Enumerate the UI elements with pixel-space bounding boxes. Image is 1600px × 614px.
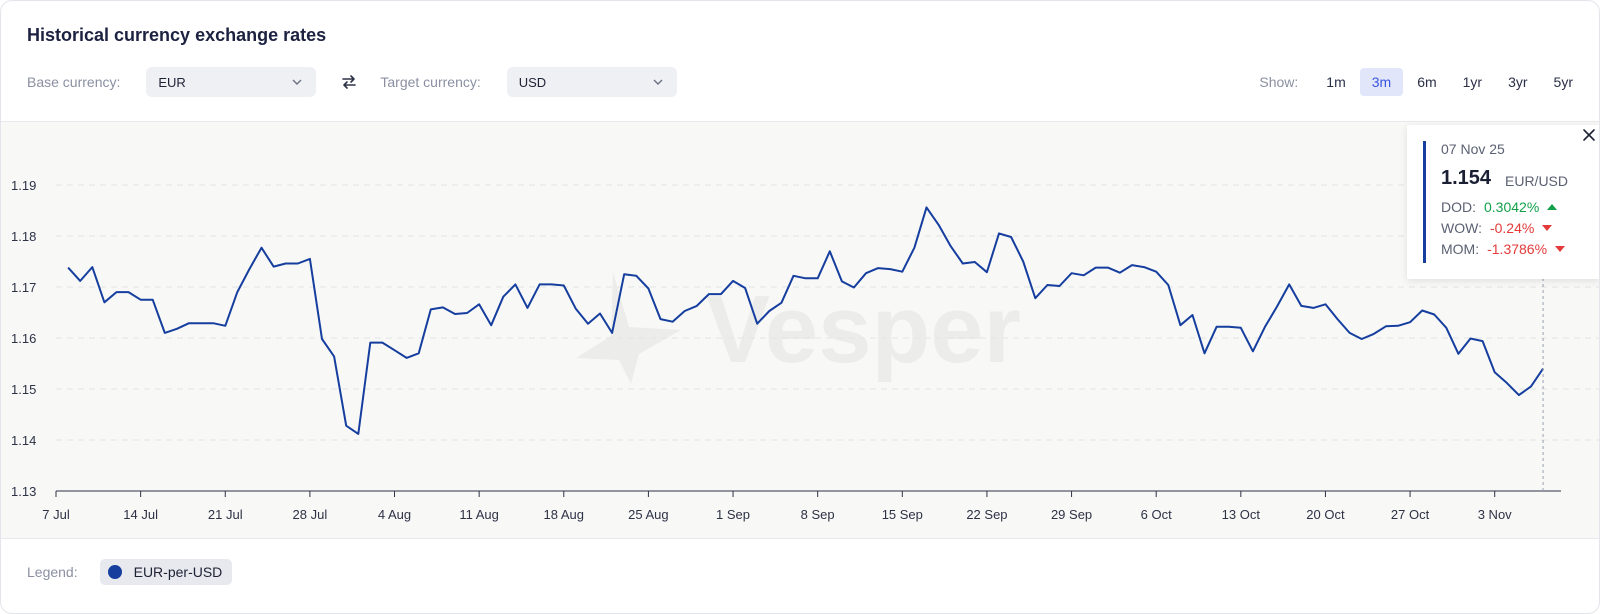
dod-label: DOD: — [1441, 199, 1476, 215]
x-tick-label: 21 Jul — [208, 507, 243, 522]
mom-label: MOM: — [1441, 241, 1480, 257]
x-tick-label: 11 Aug — [459, 507, 499, 522]
x-tick-label: 4 Aug — [378, 507, 411, 522]
time-range-selector: Show: 1m 3m 6m 1yr 3yr 5yr — [1259, 67, 1585, 97]
mom-value: -1.3786% — [1487, 241, 1548, 257]
x-tick-label: 1 Sep — [716, 507, 750, 522]
triangle-down-icon — [1555, 246, 1566, 252]
y-tick-label: 1.14 — [11, 433, 36, 448]
swap-currencies-button[interactable] — [338, 71, 360, 93]
legend: Legend: EUR-per-USD — [27, 559, 233, 585]
currency-controls: Base currency: EUR Target currency: USD — [27, 67, 677, 97]
range-1m-button[interactable]: 1m — [1326, 74, 1346, 90]
triangle-up-icon — [1547, 204, 1558, 210]
series-layer — [67, 206, 1544, 435]
x-tick-label: 20 Oct — [1306, 507, 1345, 522]
series-line-eur-per-usd[interactable] — [67, 206, 1544, 435]
range-6m-button[interactable]: 6m — [1417, 74, 1437, 90]
x-tick-label: 14 Jul — [123, 507, 158, 522]
chart-area[interactable]: Vesper 1.13 1.14 1.15 1.16 1.17 1.18 1.19 7 Ju… — [1, 121, 1600, 540]
range-3m-button[interactable]: 3m — [1359, 68, 1404, 96]
target-currency-label: Target currency: — [380, 74, 481, 90]
wow-label: WOW: — [1441, 220, 1482, 236]
tooltip: 07 Nov 25 1.154 EUR/USD DOD: 0.3042% WOW… — [1407, 125, 1599, 279]
x-tick-label: 29 Sep — [1051, 507, 1092, 522]
watermark-star-icon — [576, 272, 681, 384]
base-currency-select[interactable]: EUR — [146, 67, 317, 97]
series-dot-icon — [107, 565, 122, 579]
watermark-text: Vesper — [706, 276, 1021, 383]
tooltip-mom-row: MOM: -1.3786% — [1441, 241, 1566, 257]
line-chart[interactable]: Vesper 1.13 1.14 1.15 1.16 1.17 1.18 1.19 7 Ju… — [1, 122, 1600, 540]
tooltip-unit: EUR/USD — [1505, 173, 1569, 189]
legend-label: Legend: — [27, 564, 78, 580]
base-currency-label: Base currency: — [27, 74, 121, 90]
x-tick-label: 6 Oct — [1141, 507, 1172, 522]
tooltip-series-bar — [1423, 141, 1426, 263]
tooltip-wow-row: WOW: -0.24% — [1441, 220, 1553, 236]
tooltip-value: 1.154 — [1441, 167, 1492, 189]
x-tick-label: 15 Sep — [882, 507, 923, 522]
x-tick-label: 22 Sep — [966, 507, 1007, 522]
target-currency-select[interactable]: USD — [506, 67, 677, 97]
range-3yr-button[interactable]: 3yr — [1508, 74, 1528, 90]
target-currency-value: USD — [518, 74, 547, 90]
y-tick-label: 1.16 — [11, 331, 36, 346]
dod-value: 0.3042% — [1484, 199, 1540, 215]
tooltip-dod-row: DOD: 0.3042% — [1441, 199, 1558, 215]
page-title: Historical currency exchange rates — [27, 25, 327, 45]
x-tick-label: 27 Oct — [1391, 507, 1430, 522]
legend-series-name: EUR-per-USD — [133, 564, 223, 580]
range-1yr-button[interactable]: 1yr — [1462, 74, 1483, 90]
x-tick-label: 3 Nov — [1478, 507, 1512, 522]
wow-value: -0.24% — [1489, 220, 1535, 236]
show-label: Show: — [1259, 74, 1299, 90]
base-currency-value: EUR — [158, 74, 186, 90]
triangle-down-icon — [1542, 225, 1553, 231]
y-tick-label: 1.17 — [11, 280, 36, 295]
x-tick-label: 28 Jul — [293, 507, 328, 522]
x-tick-label: 7 Jul — [42, 507, 70, 522]
range-5yr-button[interactable]: 5yr — [1553, 74, 1573, 90]
close-icon[interactable] — [1581, 127, 1597, 143]
x-tick-label: 8 Sep — [801, 507, 835, 522]
y-tick-label: 1.13 — [11, 484, 36, 499]
x-axis: 7 Jul 14 Jul 21 Jul 28 Jul 4 Aug 11 Aug 18 Aug… — [42, 490, 1561, 522]
y-tick-label: 1.19 — [11, 178, 36, 193]
x-tick-label: 25 Aug — [628, 507, 669, 522]
x-tick-label: 18 Aug — [544, 507, 585, 522]
chevron-down-icon — [292, 79, 302, 85]
legend-item-eur-per-usd[interactable]: EUR-per-USD — [99, 559, 233, 585]
y-axis-ticks: 1.13 1.14 1.15 1.16 1.17 1.18 1.19 — [11, 178, 36, 499]
watermark: Vesper — [576, 272, 1021, 384]
x-tick-label: 13 Oct — [1222, 507, 1261, 522]
y-tick-label: 1.18 — [11, 229, 36, 244]
tooltip-date: 07 Nov 25 — [1441, 141, 1505, 157]
chevron-down-icon — [653, 79, 663, 85]
swap-icon — [342, 75, 357, 89]
y-tick-label: 1.15 — [11, 382, 36, 397]
